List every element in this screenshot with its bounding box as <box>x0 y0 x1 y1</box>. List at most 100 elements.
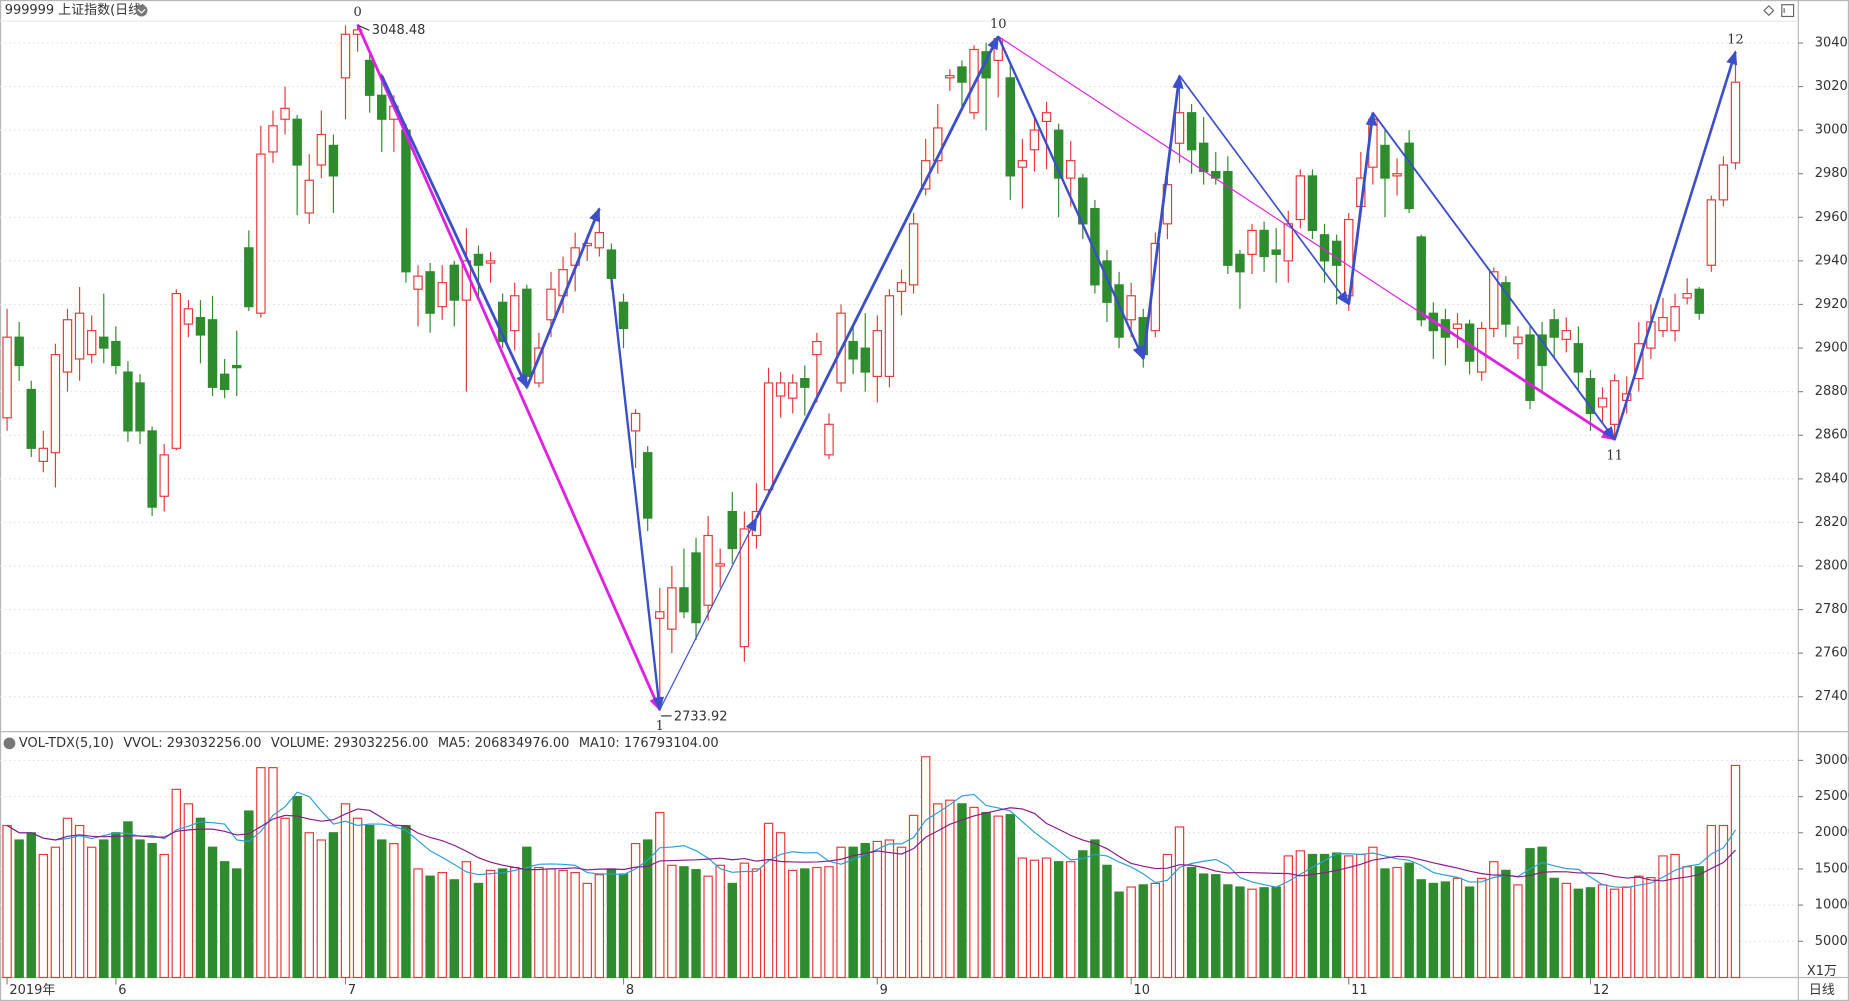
candle-body <box>594 231 605 249</box>
candle-body <box>1247 229 1257 255</box>
candle-body <box>1114 284 1124 338</box>
candle-body <box>377 94 387 120</box>
y-tick-label: 3000 <box>1815 123 1848 138</box>
volume-bar <box>171 788 182 979</box>
candle-body <box>123 371 133 432</box>
volume-bar <box>1718 824 1729 979</box>
volume-bar <box>280 817 290 979</box>
volume-bar <box>183 803 194 979</box>
candle-body <box>1223 170 1233 266</box>
volume-readout: MA10: 176793104.00 <box>579 736 719 751</box>
volume-bar <box>679 866 689 979</box>
volume-bar <box>1416 879 1426 979</box>
candle-body <box>1609 380 1620 425</box>
volume-bar <box>1634 875 1644 979</box>
volume-bar <box>292 795 302 979</box>
volume-bar <box>812 866 822 979</box>
candle-body <box>1331 240 1342 266</box>
candle-body <box>244 247 254 308</box>
volume-bar <box>715 864 725 979</box>
volume-bar <box>62 817 73 979</box>
volume-bar <box>618 873 629 979</box>
volume-unit: X1万 <box>1807 964 1837 979</box>
candle-body <box>703 534 713 606</box>
candle-body <box>1186 112 1197 151</box>
candle-body <box>268 125 278 153</box>
candle-body <box>1706 199 1717 266</box>
volume-bar <box>1730 764 1741 979</box>
volume-bar <box>207 846 218 979</box>
diamond-button[interactable] <box>1763 5 1775 17</box>
volume-bar <box>860 843 870 979</box>
candle-body <box>449 264 460 301</box>
volume-y-tick-label: 5000 <box>1815 934 1848 949</box>
candle-body <box>1585 377 1596 415</box>
volume-bar <box>1380 868 1390 979</box>
volume-bar <box>123 821 133 979</box>
candle-body <box>522 288 532 377</box>
volume-bar <box>1271 886 1281 979</box>
candle-body <box>775 382 786 397</box>
volume-bar <box>1331 852 1342 979</box>
volume-bar <box>739 862 750 979</box>
volume-bar <box>1319 853 1330 979</box>
volume-dropdown[interactable] <box>3 737 16 750</box>
candle-body <box>316 133 327 166</box>
volume-bar <box>1464 886 1475 979</box>
volume-bar <box>1066 861 1076 979</box>
volume-bar <box>1307 853 1318 979</box>
wave-arrow <box>610 278 664 712</box>
volume-bar <box>570 871 580 979</box>
volume-bar <box>751 868 762 979</box>
volume-bar <box>606 868 617 979</box>
volume-bar <box>352 817 363 979</box>
volume-bar <box>268 767 278 979</box>
volume-readout: VOL-TDX(5,10) <box>19 736 114 751</box>
volume-bar <box>1235 886 1245 979</box>
dropdown-arrow <box>137 8 146 14</box>
volume-bar <box>775 832 786 979</box>
volume-bar <box>26 832 36 979</box>
volume-bar <box>1090 839 1100 979</box>
candle-body <box>219 373 230 391</box>
candle-body <box>606 249 617 279</box>
volume-bar <box>945 799 955 979</box>
candle-body <box>1718 164 1729 201</box>
candle-body <box>969 48 979 114</box>
candle-body <box>824 423 834 456</box>
candle-body <box>485 260 496 264</box>
volume-bar <box>1138 884 1148 979</box>
volume-bar <box>425 875 435 979</box>
candle-body <box>848 340 858 360</box>
volume-bar <box>558 869 568 979</box>
volume-y-tick-label: 25000 <box>1815 789 1849 804</box>
volume-bar <box>1489 861 1499 979</box>
candle-body <box>111 340 121 367</box>
volume-bar <box>546 868 556 979</box>
panel-button[interactable] <box>1781 4 1795 18</box>
volume-bar <box>534 866 544 979</box>
candle-body <box>1416 236 1426 321</box>
candle-body <box>292 118 302 166</box>
volume-bar <box>582 882 592 979</box>
volume-bar <box>800 868 810 979</box>
candle-body <box>1597 397 1608 408</box>
candle-body <box>2 336 12 419</box>
wave-arrow <box>755 35 1000 519</box>
volume-bar <box>14 839 24 979</box>
volume-bar <box>824 866 834 979</box>
candle-body <box>1730 81 1741 164</box>
x-tick-label: 7 <box>348 983 356 998</box>
wave-arrow <box>1613 50 1738 440</box>
candle-body <box>618 301 629 330</box>
pivot-label: 1 <box>656 719 664 734</box>
volume-bar <box>159 853 169 979</box>
volume-readout: VVOL: 293032256.00 <box>123 736 261 751</box>
volume-bar <box>461 861 472 979</box>
candle-body <box>1174 112 1185 144</box>
volume-bar <box>389 843 399 979</box>
candle-body <box>74 312 85 360</box>
title-dropdown[interactable] <box>135 4 148 17</box>
candle-body <box>1682 293 1692 299</box>
candle-body <box>1537 334 1547 367</box>
